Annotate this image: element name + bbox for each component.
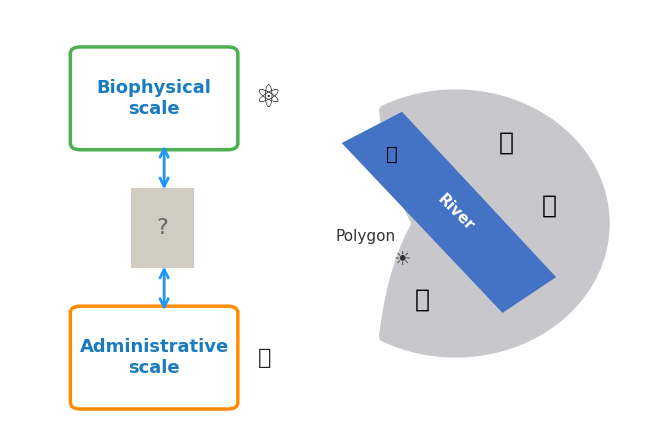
- Text: ?: ?: [157, 218, 168, 238]
- Text: 🏠: 🏠: [258, 348, 271, 367]
- Text: ⚛: ⚛: [255, 84, 281, 113]
- PathPatch shape: [379, 89, 610, 358]
- FancyBboxPatch shape: [70, 47, 238, 150]
- Text: 🌾: 🌾: [415, 287, 429, 312]
- Text: 🏢: 🏢: [542, 194, 557, 218]
- Text: River: River: [434, 191, 477, 233]
- Polygon shape: [342, 112, 556, 313]
- Text: Polygon: Polygon: [335, 229, 395, 245]
- Text: 🪧: 🪧: [498, 131, 513, 155]
- Text: ☀: ☀: [393, 250, 411, 269]
- FancyBboxPatch shape: [70, 306, 238, 409]
- Text: Biophysical
scale: Biophysical scale: [96, 79, 212, 118]
- Text: Administrative
scale: Administrative scale: [80, 338, 228, 377]
- Text: 🐟: 🐟: [386, 145, 398, 164]
- FancyBboxPatch shape: [131, 188, 194, 268]
